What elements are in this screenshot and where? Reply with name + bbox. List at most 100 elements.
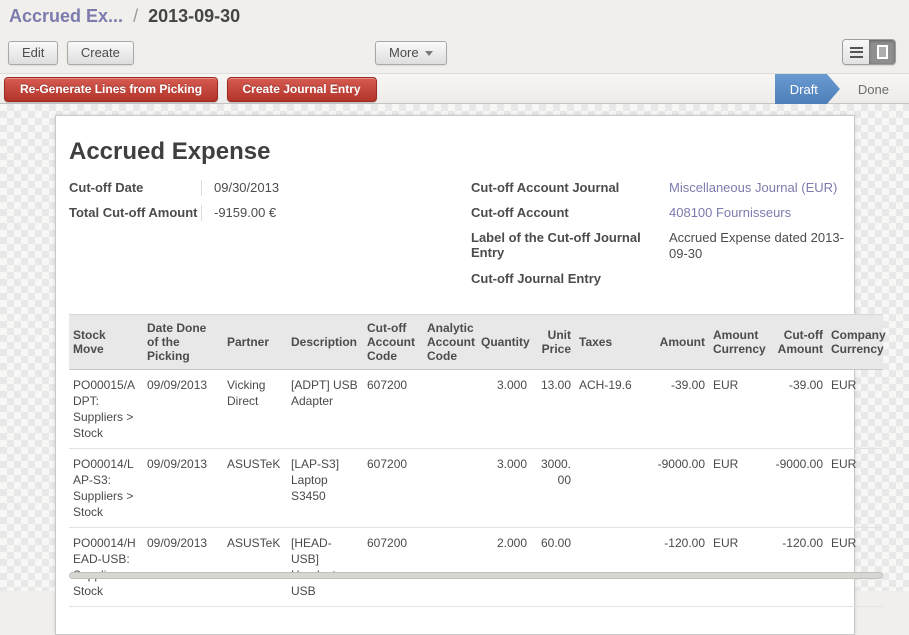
breadcrumb-current: 2013-09-30: [148, 6, 241, 26]
table-cell: 60.00: [531, 527, 575, 607]
list-view-icon: [849, 46, 863, 58]
column-header: Analytic Account Code: [423, 314, 477, 370]
field-value: 09/30/2013: [201, 180, 459, 196]
table-cell: 607200: [363, 527, 423, 607]
table-cell: Vicking Direct: [223, 369, 287, 449]
field-group-right: Cut-off Account Journal Miscellaneous Jo…: [471, 180, 849, 295]
column-header: Amount Currency: [709, 314, 771, 370]
toolbar: Edit Create More: [0, 39, 909, 67]
field-label: Total Cut-off Amount: [69, 205, 198, 220]
table-cell: 13.00: [531, 369, 575, 449]
status-states: Draft Done: [775, 74, 903, 104]
field-label: Label of the Cut-off Journal Entry: [471, 230, 641, 260]
chevron-down-icon: [424, 51, 433, 57]
field-value: -9159.00 €: [201, 205, 459, 221]
table-cell: EUR: [709, 448, 771, 528]
table-cell: EUR: [827, 448, 883, 528]
page-title: Accrued Expense: [69, 138, 271, 165]
table-cell: [423, 448, 477, 528]
column-header: Amount: [649, 314, 709, 370]
create-button[interactable]: Create: [66, 41, 134, 65]
table-cell: -39.00: [771, 369, 827, 449]
form-statusbar: Re-Generate Lines from Picking Create Jo…: [0, 73, 909, 104]
breadcrumb-separator: /: [133, 6, 139, 26]
more-dropdown-button[interactable]: More: [375, 41, 447, 65]
table-cell: -120.00: [771, 527, 827, 607]
table-row[interactable]: PO00014/HEAD-USB: Suppliers > Stock09/09…: [69, 527, 883, 607]
table-cell: [575, 527, 649, 607]
table-cell: ASUSTeK: [223, 448, 287, 528]
content-area: Accrued Expense Cut-off Date 09/30/2013 …: [0, 104, 909, 635]
table-header-row: Stock Move Date Done of the Picking Partne…: [69, 314, 886, 370]
field-label: Cut-off Date: [69, 180, 144, 195]
table-cell: -9000.00: [649, 448, 709, 528]
lines-table: Stock Move Date Done of the Picking Partne…: [69, 314, 886, 607]
table-cell: 607200: [363, 369, 423, 449]
breadcrumb: Accrued Ex... / 2013-09-30: [9, 6, 240, 27]
table-cell: EUR: [827, 527, 883, 607]
field-cutoff-account: Cut-off Account 408100 Fournisseurs: [471, 205, 849, 221]
toolbar-left-group: Edit Create: [8, 41, 134, 65]
regenerate-lines-button[interactable]: Re-Generate Lines from Picking: [4, 77, 219, 102]
table-cell: -120.00: [649, 527, 709, 607]
table-cell: 3.000: [477, 369, 531, 449]
odoo-form-view: { "colors": { "link_purple": "#7c7bad", …: [0, 6, 909, 635]
field-label: Cut-off Account Journal: [471, 180, 620, 195]
column-header: Unit Price: [531, 314, 575, 370]
table-row[interactable]: PO00015/ADPT: Suppliers > Stock 09/09/201…: [69, 369, 883, 449]
field-value: [669, 271, 849, 286]
table-cell: [LAP-S3] Laptop S3450: [287, 448, 363, 528]
table-cell: PO00015/ADPT: Suppliers > Stock: [69, 369, 143, 449]
table-cell: PO00014/LAP-S3: Suppliers > Stock: [69, 448, 143, 528]
field-group-left: Cut-off Date 09/30/2013 Total Cut-off Am…: [69, 180, 459, 230]
column-header: Taxes: [575, 314, 649, 370]
table-cell: -9000.00: [771, 448, 827, 528]
table-cell: ASUSTeK: [223, 527, 287, 607]
more-label: More: [389, 45, 419, 60]
field-journal-entry-label: Label of the Cut-off Journal Entry Accru…: [471, 230, 849, 262]
form-view-icon: [876, 45, 888, 59]
table-cell: EUR: [709, 369, 771, 449]
breadcrumb-parent-link[interactable]: Accrued Ex...: [9, 6, 124, 26]
table-cell: [575, 448, 649, 528]
table-cell: 09/09/2013: [143, 448, 223, 528]
column-header: Stock Move: [69, 314, 143, 370]
table-cell: [HEAD-USB] Headset USB: [287, 527, 363, 607]
table-cell: [423, 527, 477, 607]
field-cutoff-account-journal: Cut-off Account Journal Miscellaneous Jo…: [471, 180, 849, 196]
table-cell: 3000.00: [531, 448, 575, 528]
status-badge-draft: Draft: [775, 74, 840, 104]
form-sheet: Accrued Expense Cut-off Date 09/30/2013 …: [55, 115, 886, 635]
status-badge-done: Done: [857, 81, 889, 97]
column-header: Cut-off Account Code: [363, 314, 423, 370]
table-cell: [ADPT] USB Adapter: [287, 369, 363, 449]
column-header: Partner: [223, 314, 287, 370]
column-header: Cut-off Amount: [771, 314, 827, 370]
list-view-button[interactable]: [843, 40, 869, 64]
table-cell: EUR: [709, 527, 771, 607]
column-header: Description: [287, 314, 363, 370]
table-cell: 09/09/2013: [143, 369, 223, 449]
field-value: Accrued Expense dated 2013-09-30: [669, 230, 844, 261]
form-view-button[interactable]: [869, 40, 895, 64]
view-switcher: [842, 39, 896, 65]
cutoff-account-link[interactable]: 408100 Fournisseurs: [669, 205, 792, 220]
table-cell: 09/09/2013: [143, 527, 223, 607]
field-cutoff-date: Cut-off Date 09/30/2013: [69, 180, 459, 196]
edit-button[interactable]: Edit: [8, 41, 59, 65]
field-label: Cut-off Account: [471, 205, 569, 220]
table-cell: PO00014/HEAD-USB: Suppliers > Stock: [69, 527, 143, 607]
table-horizontal-scrollbar[interactable]: [69, 572, 883, 579]
field-cutoff-journal-entry: Cut-off Journal Entry: [471, 271, 849, 286]
table-cell: EUR: [827, 369, 883, 449]
column-header: Company Currency: [827, 314, 886, 370]
table-cell: 2.000: [477, 527, 531, 607]
create-journal-entry-button[interactable]: Create Journal Entry: [226, 77, 377, 102]
table-cell: [423, 369, 477, 449]
table-cell: 3.000: [477, 448, 531, 528]
table-cell: -39.00: [649, 369, 709, 449]
cutoff-account-journal-link[interactable]: Miscellaneous Journal (EUR): [669, 180, 838, 195]
table-row[interactable]: PO00014/LAP-S3: Suppliers > Stock 09/09/2…: [69, 448, 883, 528]
column-header: Date Done of the Picking: [143, 314, 223, 370]
column-header: Quantity: [477, 314, 531, 370]
